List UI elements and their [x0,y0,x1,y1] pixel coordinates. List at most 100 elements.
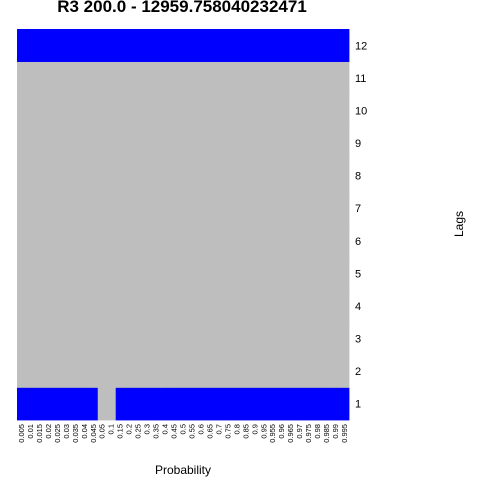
heatmap-cell [133,94,144,128]
heatmap-cell [88,94,99,128]
heatmap-cell [34,94,45,128]
x-tick-label: 0.65 [205,424,214,439]
x-tick-label: 0.955 [268,424,277,443]
heatmap-cell [214,257,224,291]
y-tick-label: 7 [355,203,361,215]
x-tick-label: 0.15 [116,424,125,439]
heatmap-cell [17,191,27,225]
x-tick-label: 0.85 [241,424,250,439]
heatmap-cell [17,61,27,95]
heatmap-cell [241,61,251,95]
heatmap-cell [43,191,54,225]
heatmap-cell [124,29,135,62]
heatmap-cell [259,322,269,356]
heatmap-cell [277,257,287,291]
heatmap-cell [232,224,242,258]
heatmap-cell [52,94,63,128]
heatmap-cell [187,224,197,258]
heatmap-cell [313,257,323,291]
heatmap-cell [241,159,251,193]
heatmap-cell [304,94,314,128]
heatmap-cell [223,387,233,421]
x-tick-label: 0.2 [125,424,134,434]
heatmap-cell [214,224,224,258]
heatmap-cell [295,61,305,95]
heatmap-cell [277,354,287,388]
heatmap-cell [187,257,197,291]
heatmap-cell [178,387,188,421]
heatmap-cell [331,224,341,258]
heatmap-cell [205,224,215,258]
heatmap-cell [79,94,90,128]
heatmap-cell [160,159,170,193]
heatmap-cell [304,322,314,356]
x-tick-label: 0.99 [331,424,340,439]
heatmap-cell [178,94,188,128]
heatmap-cell [25,354,36,388]
heatmap-cell [97,257,108,291]
heatmap-cell [205,61,215,95]
heatmap-cell [169,257,179,291]
heatmap-cell [250,29,260,62]
heatmap-cell [250,61,260,95]
heatmap-cell [25,159,36,193]
heatmap-cell [115,29,126,62]
heatmap-cell [259,257,269,291]
heatmap-cell [340,322,350,356]
heatmap-cell [17,29,27,62]
heatmap-cell [295,191,305,225]
heatmap-cell [160,257,170,291]
heatmap-cell [17,126,27,160]
heatmap-cell [250,387,260,421]
heatmap-cell [232,94,242,128]
heatmap-cell [241,224,251,258]
heatmap-cell [232,289,242,323]
heatmap-cell [277,159,287,193]
heatmap-cell [322,387,332,421]
heatmap-cell [295,159,305,193]
heatmap-cell [187,94,197,128]
heatmap-cell [331,354,341,388]
heatmap-cell [223,159,233,193]
heatmap-cell [34,289,45,323]
heatmap-cell [223,224,233,258]
heatmap-cell [70,257,81,291]
heatmap-cell [106,126,117,160]
x-tick-label: 0.97 [295,424,304,439]
heatmap-cell [340,289,350,323]
heatmap-cell [52,61,63,95]
heatmap-cell [223,61,233,95]
heatmap-cell [313,29,323,62]
heatmap-cell [187,191,197,225]
heatmap-cell [106,354,117,388]
heatmap-cell [232,322,242,356]
heatmap-cell [61,289,72,323]
heatmap-cell [88,61,99,95]
heatmap-cell [304,387,314,421]
heatmap-cell [259,61,269,95]
heatmap-cell [142,224,152,258]
x-tick-label: 0.7 [214,424,223,434]
x-tick-label: 0.25 [134,424,143,439]
heatmap-cell [88,29,99,62]
heatmap-cell [43,159,54,193]
heatmap-cell [178,29,188,62]
heatmap-cell [232,354,242,388]
heatmap-cell [331,61,341,95]
heatmap-cell [277,322,287,356]
heatmap-cell [259,191,269,225]
heatmap-cell [268,94,278,128]
heatmap-cell [286,354,296,388]
heatmap-cell [142,322,152,356]
heatmap-cell [97,29,108,62]
heatmap-cell [142,159,152,193]
x-tick-label: 0.45 [170,424,179,439]
heatmap-cell [286,159,296,193]
x-tick-label: 0.985 [322,424,331,443]
heatmap-cell [196,159,206,193]
heatmap-cell [187,289,197,323]
heatmap-cell [205,387,215,421]
heatmap-cell [52,289,63,323]
heatmap-cell [43,224,54,258]
heatmap-cell [151,126,161,160]
